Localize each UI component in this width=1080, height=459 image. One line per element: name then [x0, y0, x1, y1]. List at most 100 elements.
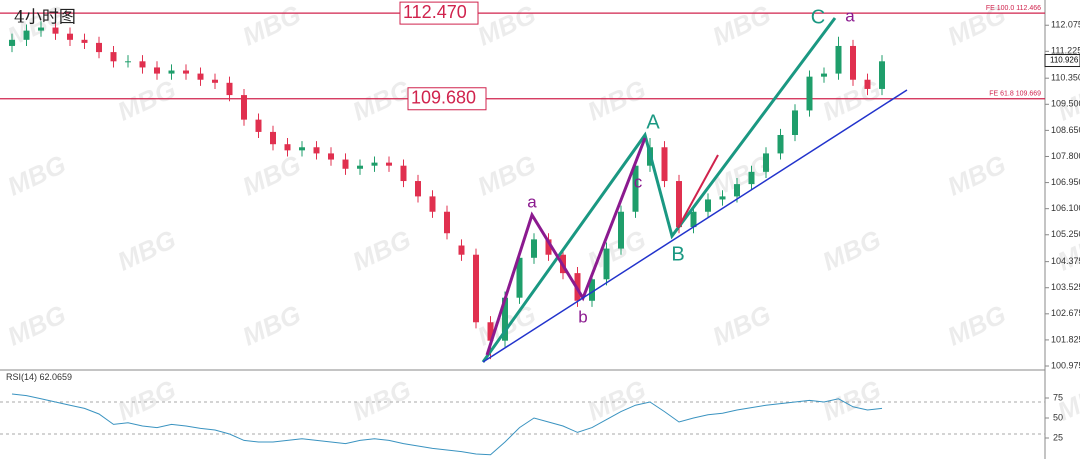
candle-body: [23, 30, 30, 40]
candle-body: [719, 196, 726, 200]
y-tick-label: 105.250: [1051, 229, 1080, 239]
candle-body: [429, 196, 436, 212]
candle-body: [734, 184, 740, 197]
wave-label: C: [811, 6, 825, 28]
candle-body: [125, 61, 131, 63]
y-tick-label: 103.525: [1051, 282, 1080, 292]
candle-body: [154, 67, 160, 74]
candle-body: [386, 162, 392, 166]
candle-body: [618, 211, 624, 249]
candle-body: [299, 147, 305, 151]
trend-line: [482, 89, 908, 363]
candle-body: [212, 79, 218, 83]
y-tick-label: 108.650: [1051, 125, 1080, 135]
rsi-line: [11, 393, 883, 456]
candle-body: [777, 134, 784, 154]
candle-body: [38, 27, 44, 31]
candle-body: [545, 239, 552, 255]
candle-body: [879, 61, 885, 89]
wave-line-green: [481, 17, 837, 363]
candle-body: [371, 162, 378, 166]
y-tick-label: 102.675: [1051, 308, 1080, 318]
candle-body: [139, 61, 146, 68]
candle-body: [632, 165, 639, 212]
y-tick-label: 100.975: [1051, 360, 1080, 370]
y-tick-label: 50: [1053, 412, 1063, 422]
y-tick-label: 25: [1053, 432, 1063, 442]
candle-body: [792, 110, 798, 135]
rsi-panel: 75 50 25: [0, 392, 1063, 456]
wave-label: A: [646, 111, 660, 133]
candle-body: [110, 52, 117, 62]
candle-body: [255, 119, 262, 132]
current-price-label: 110.926: [1050, 56, 1079, 65]
wave-label: a: [527, 192, 537, 211]
candle-body: [357, 165, 363, 169]
candle-body: [589, 279, 595, 301]
candle-body: [821, 73, 827, 77]
candle-body: [763, 153, 769, 172]
wave-line-purple: [485, 137, 647, 356]
rsi-name: RSI(14): [6, 372, 37, 382]
wave-label: B: [671, 243, 684, 265]
candle-body: [168, 70, 175, 74]
y-tick-label: 107.800: [1051, 151, 1080, 161]
y-tick-label: 111.225: [1051, 46, 1080, 56]
wave-label: c: [634, 172, 643, 191]
candle-body: [270, 131, 276, 145]
candle-body: [197, 73, 204, 80]
candle-body: [458, 245, 465, 255]
rsi-current: 62.0659: [40, 372, 73, 382]
candle-body: [806, 76, 813, 111]
candle-body: [705, 199, 711, 212]
candle-body: [516, 257, 523, 298]
y-tick-label: 112.075: [1051, 20, 1080, 30]
y-tick-label: 109.500: [1051, 99, 1080, 109]
candle-body: [52, 27, 59, 34]
candle-body: [603, 248, 610, 280]
candle-body: [748, 171, 755, 185]
candle-body: [531, 239, 537, 258]
candle-body: [284, 144, 291, 151]
level-value-label: 112.470: [403, 2, 467, 22]
candle-body: [241, 95, 247, 120]
channel-line: [677, 154, 719, 229]
candle-body: [81, 39, 88, 43]
current-price-box: [1044, 54, 1080, 68]
candle-body: [400, 165, 407, 182]
candle-body: [473, 254, 479, 323]
candle-body: [313, 147, 320, 154]
candle-body: [690, 211, 697, 228]
candle-body: [661, 147, 668, 182]
y-tick-label: 75: [1053, 392, 1063, 402]
rsi-label: RSI(14) 62.0659: [6, 372, 72, 382]
level-box: [407, 87, 487, 111]
candle-body: [850, 45, 856, 80]
chart-title: 4小时图: [14, 8, 76, 28]
candle-body: [444, 211, 450, 234]
candle-body: [342, 159, 349, 169]
candle-body: [9, 39, 15, 46]
candle-body: [864, 79, 871, 89]
wave-label: a: [845, 6, 855, 25]
candle-body: [502, 297, 508, 341]
y-tick-label: 110.350: [1051, 73, 1080, 83]
level-value-label: 109.680: [411, 88, 476, 108]
wave-label: b: [578, 307, 587, 326]
y-tick-label: 101.825: [1051, 334, 1080, 344]
candle-body: [835, 45, 842, 74]
candle-body: [226, 82, 233, 96]
y-tick-label: 106.950: [1051, 177, 1080, 187]
candle-body: [676, 181, 682, 228]
candle-body: [96, 42, 102, 53]
candle-body: [183, 70, 189, 74]
candle-body: [415, 181, 421, 197]
level-note: FE 100.0 112.466: [986, 5, 1041, 12]
level-note: FE 61.8 109.669: [989, 91, 1041, 98]
candle-body: [328, 153, 334, 160]
candle-body: [487, 322, 494, 341]
y-tick-label: 106.100: [1051, 203, 1080, 213]
candle-body: [67, 33, 73, 40]
y-tick-label: 104.375: [1051, 256, 1080, 266]
